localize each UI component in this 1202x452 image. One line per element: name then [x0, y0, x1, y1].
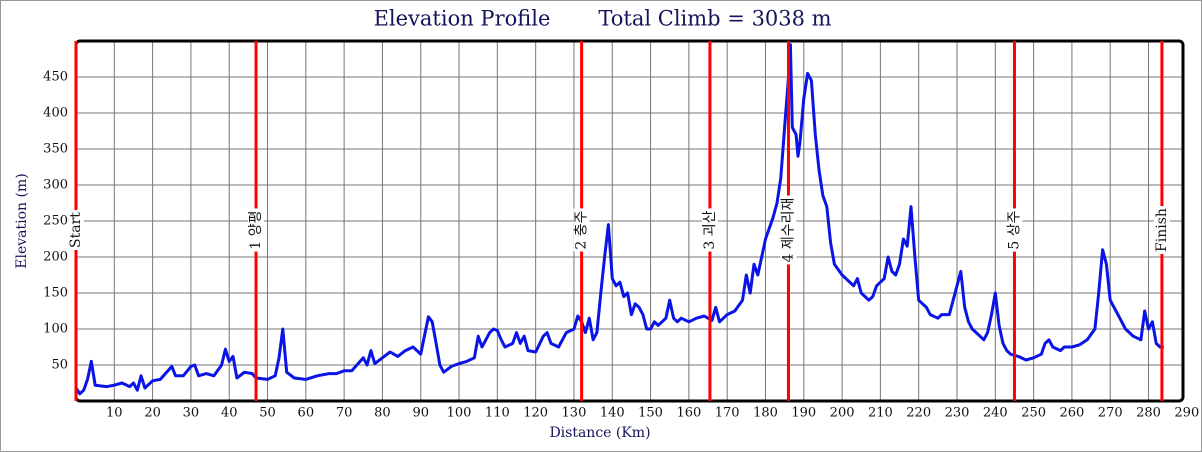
chart-subtitle: Total Climb = 3038 m	[598, 7, 831, 31]
checkpoint-label: Finish	[1154, 208, 1170, 252]
x-tick-label: 170	[715, 406, 740, 421]
x-tick-label: 130	[562, 406, 587, 421]
x-tick-label: 10	[106, 406, 123, 421]
checkpoint-label: 4 제수리재	[780, 198, 796, 263]
checkpoint-label: 3 괴산	[702, 210, 718, 249]
elevation-line	[74, 43, 1164, 396]
x-tick-label: 190	[791, 406, 816, 421]
checkpoint-label-bg	[248, 208, 265, 252]
x-tick-label: 100	[447, 406, 472, 421]
checkpoint-label: 2 충주	[574, 210, 590, 249]
checkpoint-label-bg	[701, 208, 718, 252]
y-tick-label: 300	[43, 178, 68, 193]
x-tick-label: 220	[906, 406, 931, 421]
x-tick-label: 290	[1174, 406, 1199, 421]
x-tick-label: 140	[600, 406, 625, 421]
checkpoint-label-bg	[68, 210, 84, 250]
x-tick-label: 120	[523, 406, 548, 421]
x-tick-label: 90	[412, 406, 429, 421]
x-tick-label: 180	[753, 406, 778, 421]
checkpoint-label-bg	[1006, 208, 1023, 252]
checkpoint-label-bg	[780, 195, 797, 265]
x-tick-label: 60	[298, 406, 315, 421]
y-axis-label: Elevation (m)	[14, 173, 30, 268]
x-tick-label: 150	[638, 406, 663, 421]
x-tick-label: 70	[336, 406, 353, 421]
y-tick-label: 350	[43, 142, 68, 157]
x-tick-label: 110	[485, 406, 510, 421]
x-axis-label: Distance (Km)	[549, 425, 650, 441]
checkpoint-label: 1 양평	[248, 210, 264, 249]
x-tick-label: 50	[259, 406, 276, 421]
x-tick-label: 280	[1136, 406, 1161, 421]
checkpoint-label: Start	[68, 212, 84, 248]
chart-title: Elevation Profile	[374, 7, 551, 31]
x-tick-label: 270	[1098, 406, 1123, 421]
y-tick-label: 50	[51, 358, 68, 373]
x-tick-label: 20	[144, 406, 161, 421]
x-tick-label: 230	[945, 406, 970, 421]
x-tick-label: 210	[868, 406, 893, 421]
y-tick-label: 100	[43, 322, 68, 337]
checkpoint-label: 5 상주	[1006, 210, 1022, 249]
checkpoint-label-bg	[1153, 206, 1170, 254]
x-tick-label: 250	[1021, 406, 1046, 421]
x-tick-label: 240	[983, 406, 1008, 421]
x-tick-label: 200	[830, 406, 855, 421]
x-tick-label: 30	[183, 406, 200, 421]
x-tick-label: 160	[676, 406, 701, 421]
y-tick-label: 200	[43, 250, 68, 265]
x-tick-label: 80	[374, 406, 391, 421]
y-tick-label: 150	[43, 286, 68, 301]
y-tick-label: 250	[43, 214, 68, 229]
y-tick-label: 400	[43, 106, 68, 121]
checkpoint-label-bg	[573, 208, 590, 252]
x-tick-label: 260	[1060, 406, 1085, 421]
x-tick-label: 40	[221, 406, 238, 421]
y-tick-label: 450	[43, 70, 68, 85]
